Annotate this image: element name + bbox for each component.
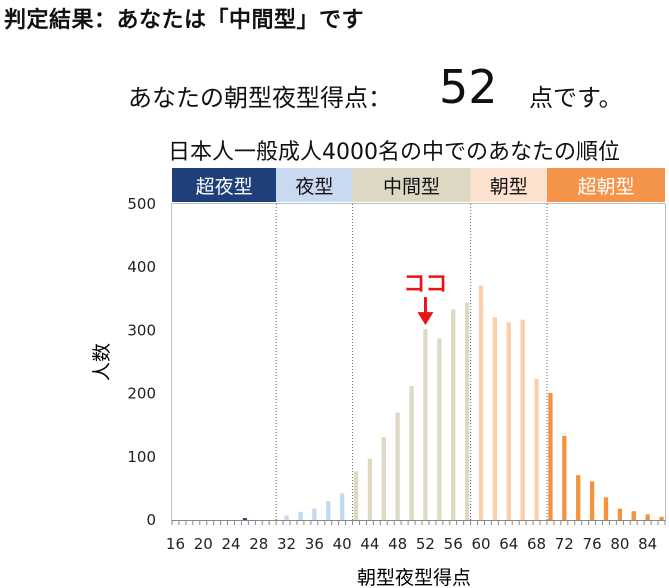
bar-score-56 bbox=[451, 309, 456, 520]
current-position-marker: ココ bbox=[403, 272, 447, 326]
y-tick-label-400: 400 bbox=[127, 258, 156, 276]
x-tick-label-40: 40 bbox=[333, 535, 352, 553]
marker-arrow-head bbox=[417, 312, 434, 326]
bar-score-82 bbox=[631, 511, 636, 520]
y-tick-label-300: 300 bbox=[127, 321, 156, 339]
x-tick-label-32: 32 bbox=[277, 535, 296, 553]
score-value: 52 bbox=[439, 60, 498, 114]
bar-score-44 bbox=[367, 458, 373, 520]
score-suffix: 点です。 bbox=[529, 84, 623, 112]
chart-title: 日本人一般成人4000名の中でのあなたの順位 bbox=[168, 140, 620, 165]
bar-score-58 bbox=[464, 302, 470, 520]
bar-score-38 bbox=[326, 501, 331, 520]
y-axis: 0 100 200 300 400 500 bbox=[127, 195, 156, 529]
x-tick-label-56: 56 bbox=[444, 535, 463, 553]
category-header-label-1: 超夜型 bbox=[196, 176, 253, 198]
score-prefix: あなたの朝型夜型得点： bbox=[128, 84, 392, 112]
category-header-label-5: 超朝型 bbox=[577, 176, 634, 198]
bar-score-54 bbox=[437, 338, 442, 520]
marker-label: ココ bbox=[403, 272, 447, 297]
bar-score-62 bbox=[492, 317, 498, 520]
category-header-label-4: 朝型 bbox=[490, 176, 528, 198]
category-header-band: 超夜型 夜型 中間型 朝型 超朝型 bbox=[172, 168, 665, 202]
x-tick-label-28: 28 bbox=[249, 535, 268, 553]
x-axis: 16 20 24 28 32 36 40 44 48 52 56 60 64 68 72 76 80 84 bbox=[166, 520, 666, 553]
y-axis-label: 人数 bbox=[91, 343, 113, 381]
y-tick-label-200: 200 bbox=[127, 385, 156, 403]
x-tick-label-24: 24 bbox=[221, 535, 240, 553]
x-tick-label-44: 44 bbox=[360, 535, 379, 553]
bar-score-40 bbox=[339, 493, 345, 520]
x-tick-label-36: 36 bbox=[305, 535, 324, 553]
x-tick-label-76: 76 bbox=[583, 535, 602, 553]
bar-score-86 bbox=[659, 516, 664, 520]
plot-frame bbox=[171, 203, 666, 521]
category-header-3 bbox=[352, 168, 471, 202]
bar-score-32 bbox=[284, 515, 289, 520]
bar-score-60 bbox=[478, 285, 484, 520]
bar-score-34 bbox=[298, 511, 303, 520]
x-tick-label-52: 52 bbox=[416, 535, 435, 553]
bar-score-66 bbox=[520, 319, 525, 520]
bar-score-74 bbox=[576, 475, 581, 520]
x-tick-label-64: 64 bbox=[499, 535, 518, 553]
category-header-2 bbox=[276, 168, 353, 202]
bar-score-42 bbox=[353, 471, 359, 520]
bar-score-46 bbox=[381, 437, 386, 520]
x-tick-label-84: 84 bbox=[638, 535, 657, 553]
x-axis-label: 朝型夜型得点 bbox=[357, 567, 471, 588]
y-tick-label-100: 100 bbox=[127, 448, 156, 466]
category-header-5 bbox=[546, 168, 665, 202]
bar-score-68 bbox=[534, 379, 539, 520]
bar-score-50 bbox=[409, 386, 414, 520]
category-header-1 bbox=[172, 168, 277, 202]
category-header-label-3: 中間型 bbox=[383, 176, 440, 198]
x-tick-label-80: 80 bbox=[610, 535, 629, 553]
bar-score-26 bbox=[242, 518, 248, 520]
x-tick-label-16: 16 bbox=[166, 535, 185, 553]
y-tick-label-500: 500 bbox=[127, 195, 156, 213]
x-tick-label-48: 48 bbox=[388, 535, 407, 553]
bar-score-76 bbox=[589, 481, 595, 520]
bar-score-48 bbox=[395, 412, 400, 520]
category-header-label-2: 夜型 bbox=[295, 176, 333, 198]
bar-score-36 bbox=[312, 508, 317, 520]
x-tick-label-60: 60 bbox=[471, 535, 490, 553]
x-tick-label-68: 68 bbox=[527, 535, 546, 553]
bar-score-70 bbox=[548, 392, 553, 520]
bar-score-72 bbox=[562, 435, 567, 520]
bar-score-64 bbox=[506, 322, 511, 520]
x-tick-label-20: 20 bbox=[194, 535, 213, 553]
x-tick-label-72: 72 bbox=[555, 535, 574, 553]
result-heading: 判定結果：あなたは「中間型」です bbox=[4, 8, 365, 33]
y-tick-label-0: 0 bbox=[146, 511, 156, 529]
bar-score-84 bbox=[645, 514, 650, 520]
bar-score-80 bbox=[617, 508, 623, 520]
bars bbox=[242, 285, 664, 520]
category-header-4 bbox=[470, 168, 547, 202]
bar-score-52 bbox=[423, 329, 428, 520]
bar-score-78 bbox=[603, 497, 609, 520]
